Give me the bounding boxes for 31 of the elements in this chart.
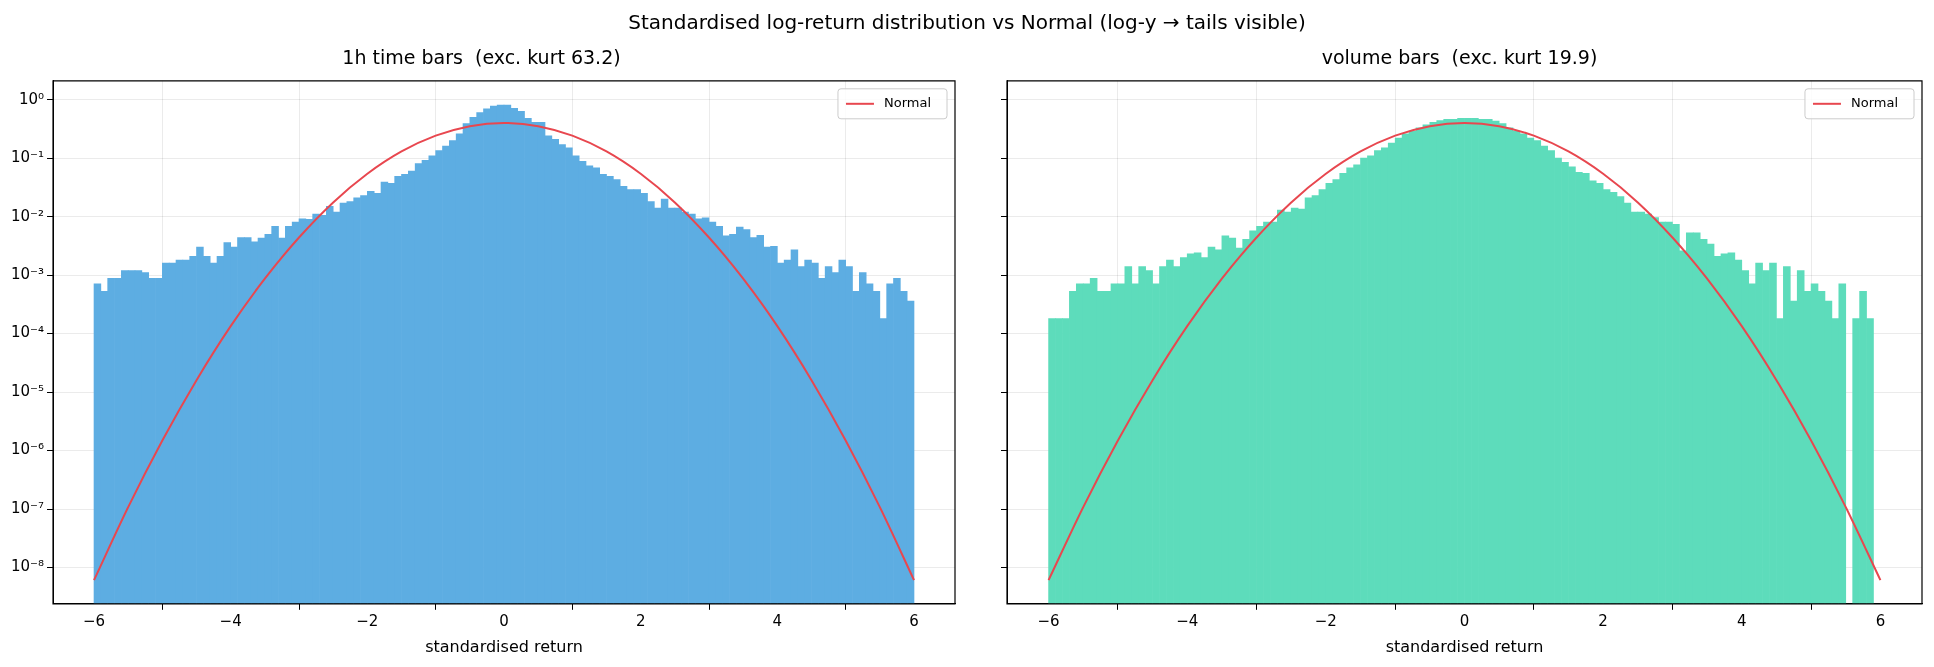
y-tick-label: 10⁻²: [10, 206, 45, 225]
legend-label: Normal: [883, 95, 932, 111]
chart-title: 1h time bars (exc. kurt 63.2): [342, 46, 621, 69]
x-tick-label: −6: [82, 611, 106, 630]
x-tick-label: 6: [909, 611, 919, 630]
y-tick-label: 10⁻⁶: [10, 440, 45, 459]
x-tick-label: −4: [219, 611, 242, 630]
y-tick-label: 10⁻³: [10, 265, 45, 283]
text: Standardised log-return distribution vs Normal (log-y → tails visible): [628, 10, 1306, 34]
x-tick-label: −4: [1176, 611, 1199, 630]
x-tick-label: −2: [356, 611, 379, 630]
x-tick-label: 0: [1459, 611, 1470, 630]
y-tick-label: 10⁻⁵: [10, 381, 45, 400]
legend-label: Normal: [1850, 95, 1899, 111]
x-tick-label: 4: [772, 611, 783, 630]
x-tick-label: 2: [1598, 611, 1608, 630]
x-tick-label: 6: [1875, 611, 1886, 630]
y-tick-label: 10⁻⁴: [10, 323, 45, 342]
line-series: [93, 121, 915, 582]
x-axis-title: standardised return: [1385, 636, 1544, 656]
x-tick-label: −2: [1314, 611, 1337, 630]
x-tick-label: 0: [499, 611, 509, 630]
x-tick-label: 4: [1737, 611, 1747, 630]
x-axis-title: standardised return: [425, 636, 583, 656]
x-tick-label: −6: [1037, 611, 1060, 630]
chart-title: volume bars (exc. kurt 19.9): [1321, 46, 1598, 69]
y-tick-label: 10⁰: [18, 89, 45, 108]
x-tick-label: 2: [635, 611, 646, 630]
y-tick-label: 10⁻⁸: [10, 557, 45, 576]
y-tick-label: 10⁻¹: [10, 148, 45, 167]
y-tick-label: 10⁻⁷: [10, 498, 45, 517]
